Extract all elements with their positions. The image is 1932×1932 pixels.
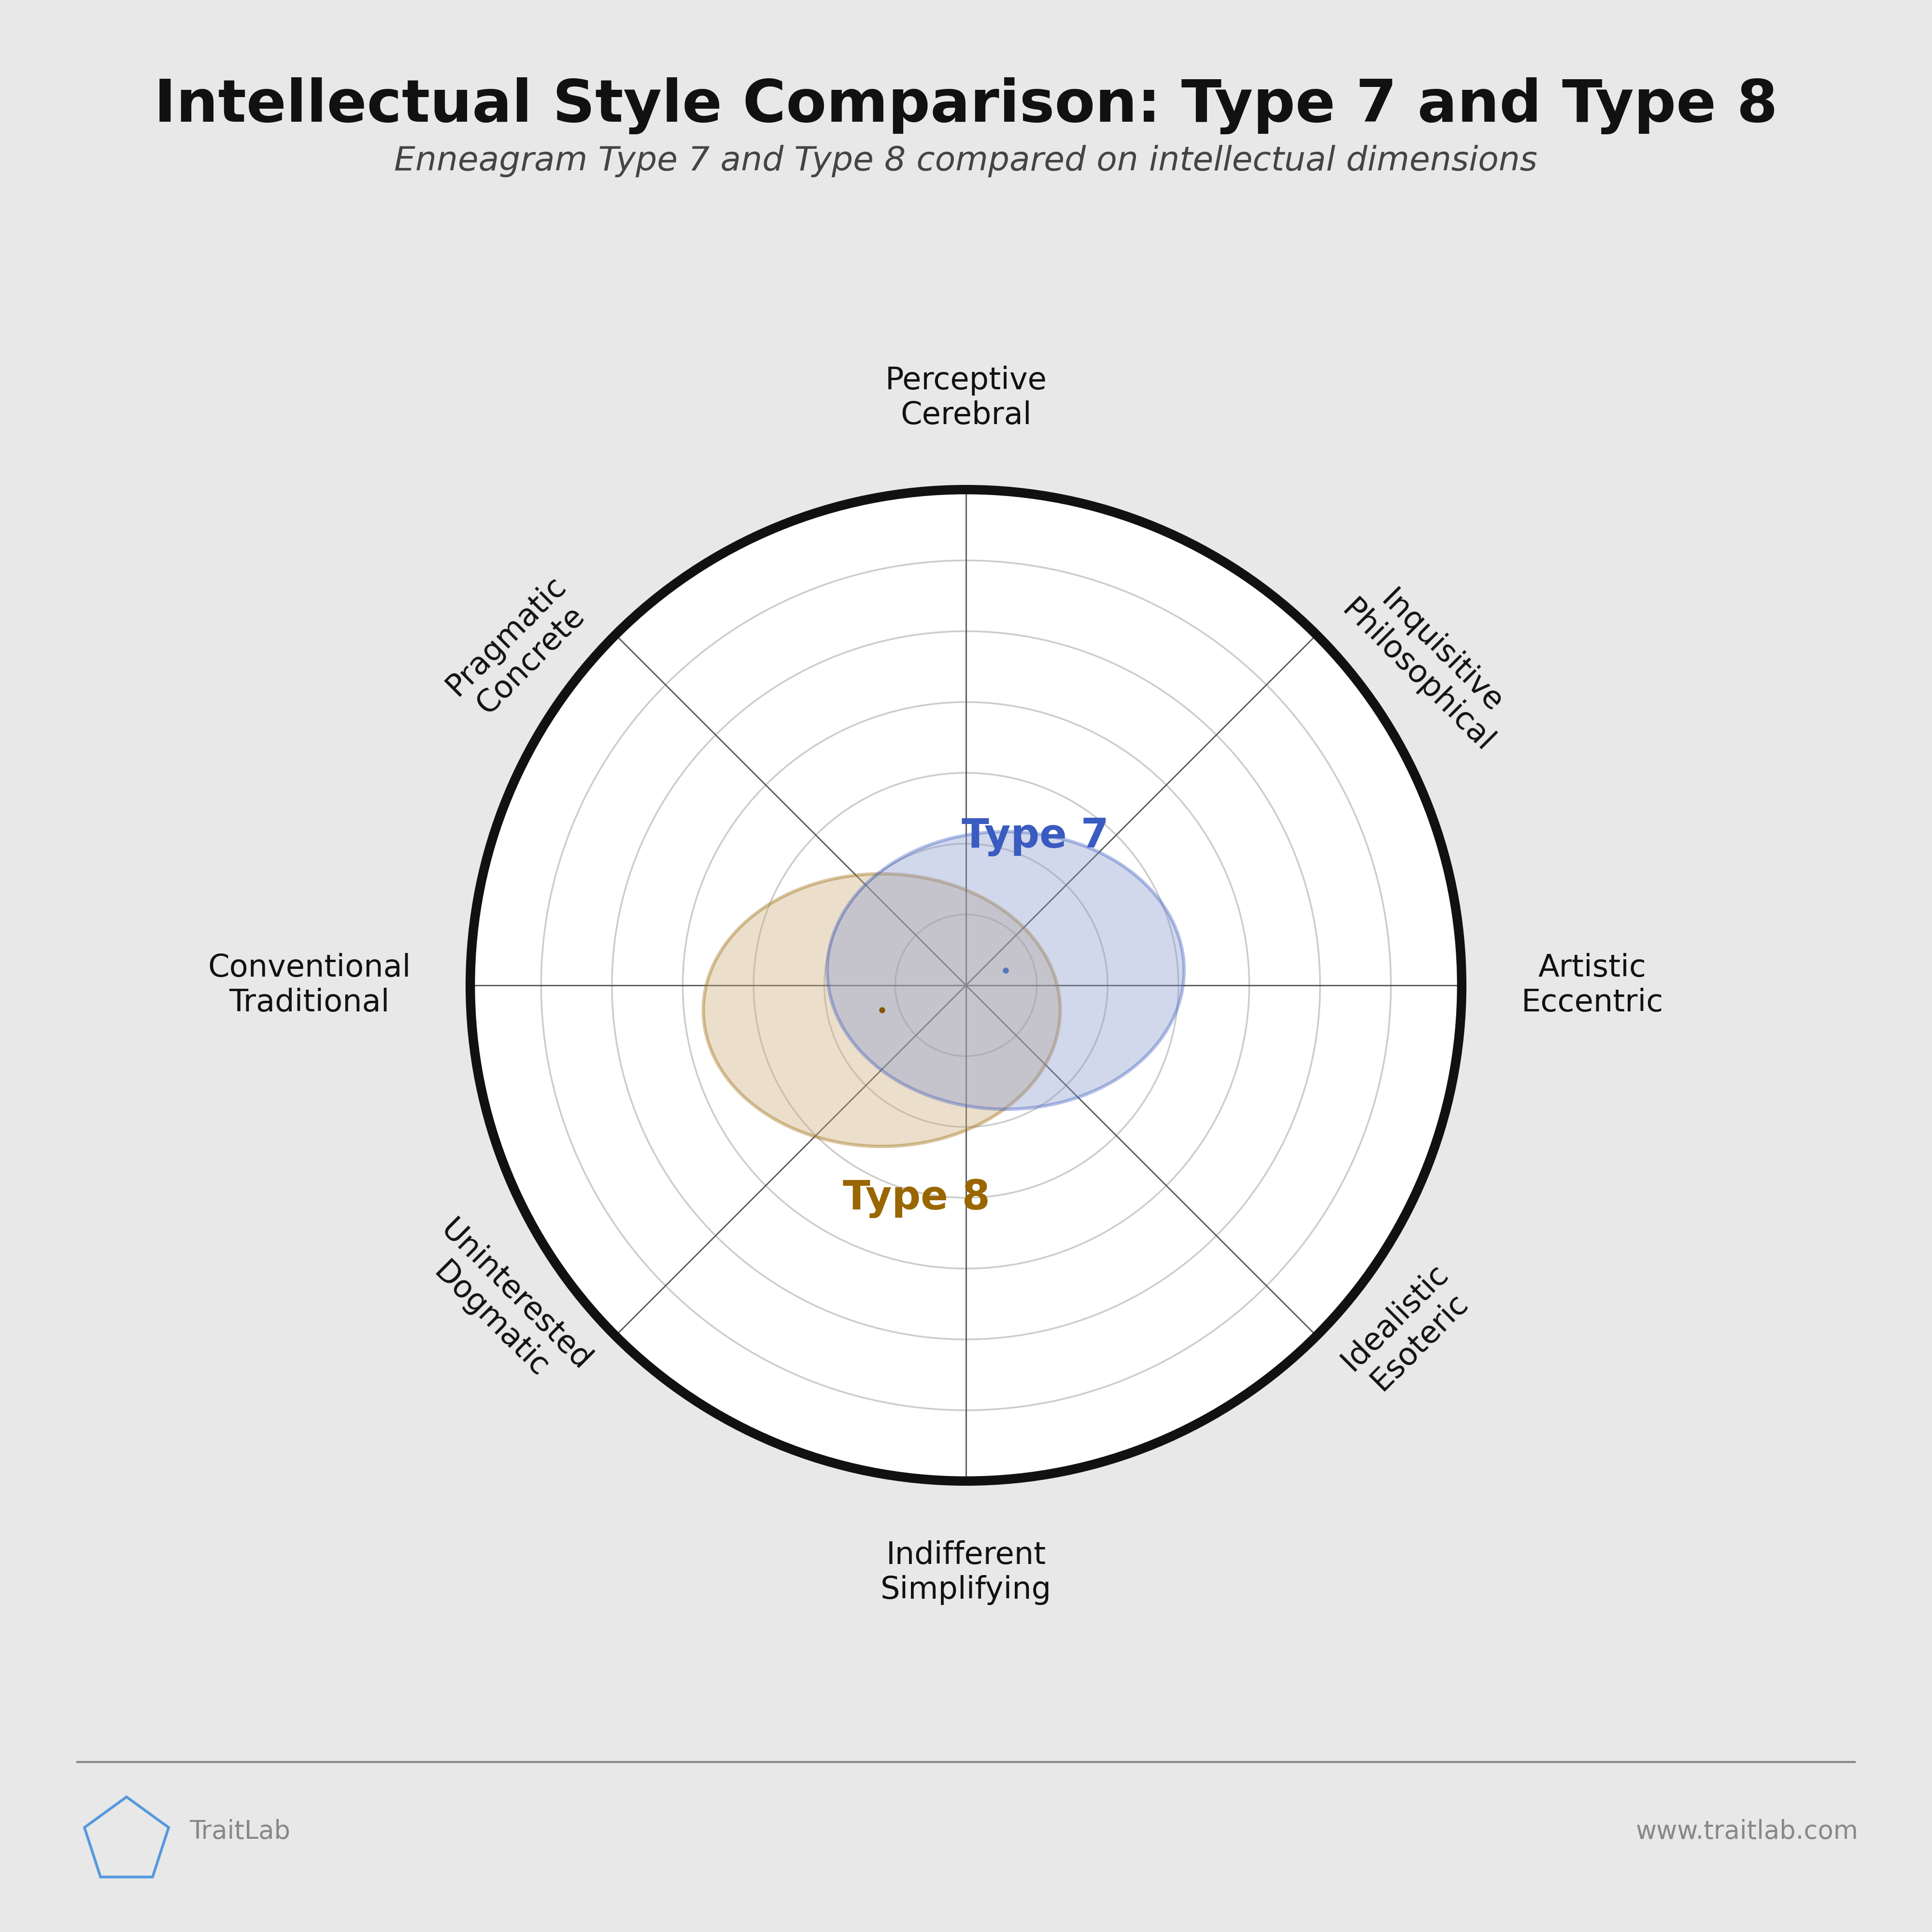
Text: www.traitlab.com: www.traitlab.com: [1636, 1820, 1859, 1843]
Text: Type 8: Type 8: [842, 1179, 989, 1219]
Point: [991, 954, 1022, 985]
Text: Intellectual Style Comparison: Type 7 and Type 8: Intellectual Style Comparison: Type 7 an…: [155, 77, 1777, 135]
Ellipse shape: [703, 873, 1061, 1146]
Text: Indifferent
Simplifying: Indifferent Simplifying: [881, 1540, 1051, 1605]
Text: Type 7: Type 7: [962, 817, 1109, 856]
Circle shape: [469, 489, 1463, 1482]
Text: TraitLab: TraitLab: [189, 1820, 290, 1843]
Text: Inquisitive
Philosophical: Inquisitive Philosophical: [1335, 570, 1524, 757]
Text: Uninterested
Dogmatic: Uninterested Dogmatic: [410, 1215, 597, 1401]
Text: Idealistic
Esoteric: Idealistic Esoteric: [1335, 1258, 1478, 1401]
Text: Perceptive
Cerebral: Perceptive Cerebral: [885, 365, 1047, 431]
Ellipse shape: [827, 831, 1184, 1109]
Text: Artistic
Eccentric: Artistic Eccentric: [1520, 952, 1663, 1018]
Point: [866, 995, 896, 1026]
Text: Enneagram Type 7 and Type 8 compared on intellectual dimensions: Enneagram Type 7 and Type 8 compared on …: [394, 145, 1538, 178]
Text: Pragmatic
Concrete: Pragmatic Concrete: [440, 570, 597, 726]
Text: Conventional
Traditional: Conventional Traditional: [209, 952, 412, 1018]
